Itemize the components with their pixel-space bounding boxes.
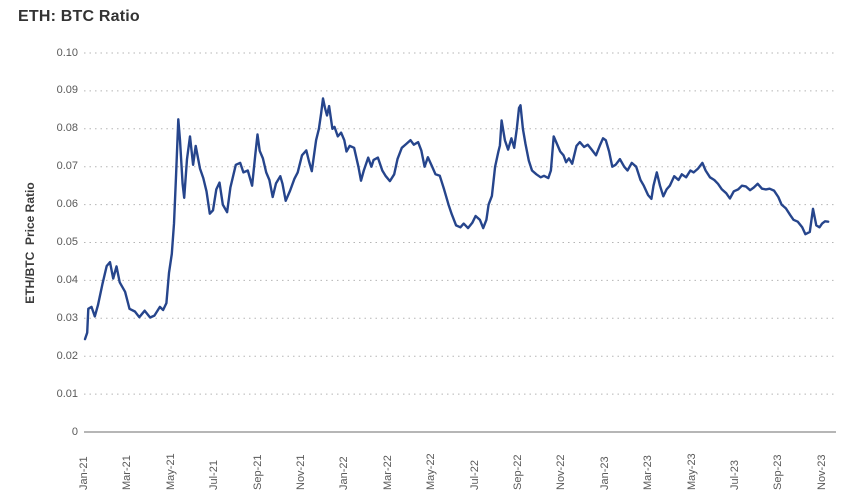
y-tick-label: 0.04 [56,273,78,286]
x-tick-label: Jul-22 [468,460,481,490]
y-tick-label: 0.01 [56,387,78,400]
y-tick-label: 0.07 [56,160,78,173]
x-tick-label: Sep-22 [512,454,524,490]
x-tick-label: Jan-23 [598,456,611,490]
y-tick-label: 0.05 [56,236,78,248]
y-tick-label: 0.08 [56,122,78,135]
x-tick-label: Nov-21 [295,454,307,490]
x-tick-label: Nov-23 [815,454,828,490]
y-tick-label: 0.06 [56,198,78,211]
y-tick-label: 0 [71,425,78,438]
x-tick-label: Mar-21 [121,455,134,490]
x-tick-label: Sep-21 [251,454,264,490]
x-tick-label: Mar-22 [381,455,394,490]
x-tick-label: Jan-21 [78,456,90,490]
chart-title: ETH: BTC Ratio [18,8,140,25]
x-tick-label: Jul-21 [208,460,221,490]
x-tick-label: May-22 [425,453,438,490]
x-tick-label: Nov-22 [555,454,568,490]
x-tick-label: Jan-22 [338,456,351,490]
y-tick-label: 0.09 [56,84,78,97]
y-tick-label: 0.03 [56,311,78,324]
y-tick-label: 0.10 [56,46,78,59]
x-tick-label: Jul-23 [729,460,741,490]
x-tick-label: Mar-23 [642,455,655,490]
x-tick-label: Sep-23 [772,454,785,490]
x-tick-label: May-21 [164,453,177,490]
eth-btc-ratio-line [83,97,830,341]
y-tick-label: 0.02 [56,349,78,362]
x-tick-label: May-23 [685,453,698,490]
